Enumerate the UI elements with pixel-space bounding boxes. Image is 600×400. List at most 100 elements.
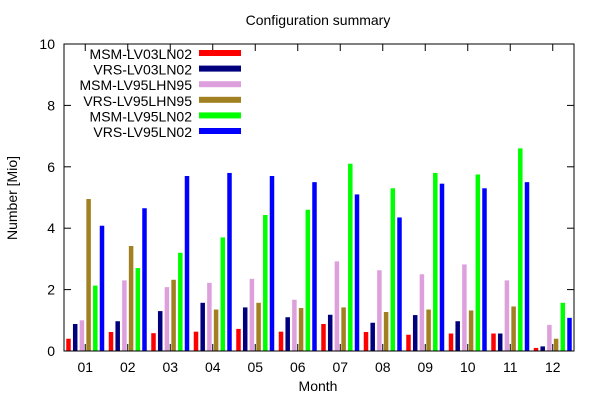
bar-msm-lv95lhn95-10 bbox=[462, 264, 467, 351]
y-tick-label: 10 bbox=[39, 36, 55, 52]
bar-msm-lv95lhn95-03 bbox=[164, 287, 170, 351]
legend-label-msm-lv95ln02: MSM-LV95LN02 bbox=[90, 108, 193, 124]
bar-vrs-lv95ln02-05 bbox=[269, 176, 275, 351]
bar-vrs-lv95lhn95-06 bbox=[298, 308, 304, 351]
chart-title: Configuration summary bbox=[246, 12, 391, 28]
bar-msm-lv95lhn95-07 bbox=[334, 261, 340, 351]
bar-msm-lv95ln02-05 bbox=[263, 215, 268, 351]
bars-layer bbox=[66, 148, 572, 351]
bar-vrs-lv95ln02-08 bbox=[397, 217, 402, 351]
bar-vrs-lv95lhn95-11 bbox=[511, 306, 516, 351]
x-tick-label: 10 bbox=[460, 359, 476, 375]
legend-label-vrs-lv03ln02: VRS-LV03LN02 bbox=[93, 62, 192, 78]
bar-msm-lv03ln02-10 bbox=[448, 333, 454, 351]
bar-vrs-lv95ln02-12 bbox=[567, 317, 572, 351]
bar-msm-lv95lhn95-09 bbox=[419, 274, 425, 351]
bar-msm-lv03ln02-07 bbox=[321, 323, 326, 351]
bar-msm-lv95ln02-11 bbox=[518, 148, 523, 351]
y-axis-label: Number [Mio] bbox=[4, 156, 20, 240]
bar-vrs-lv95ln02-01 bbox=[99, 225, 105, 351]
x-tick-label: 07 bbox=[332, 359, 348, 375]
bar-msm-lv95lhn95-01 bbox=[79, 320, 85, 351]
y-tick-label: 2 bbox=[47, 282, 55, 298]
bar-msm-lv03ln02-09 bbox=[406, 334, 411, 351]
bar-vrs-lv95ln02-11 bbox=[524, 182, 530, 351]
bar-vrs-lv03ln02-06 bbox=[285, 317, 290, 351]
y-tick-label: 6 bbox=[47, 159, 55, 175]
x-tick-label: 01 bbox=[77, 359, 93, 375]
legend-label-msm-lv95lhn95: MSM-LV95LHN95 bbox=[79, 77, 192, 93]
bar-msm-lv95lhn95-05 bbox=[249, 278, 255, 351]
legend-swatch-vrs-lv95lhn95 bbox=[199, 96, 241, 103]
bar-msm-lv95ln02-02 bbox=[135, 268, 141, 351]
bar-vrs-lv03ln02-12 bbox=[540, 346, 545, 351]
bar-msm-lv95lhn95-08 bbox=[377, 270, 382, 351]
x-tick-label: 06 bbox=[290, 359, 306, 375]
bar-vrs-lv95ln02-07 bbox=[354, 194, 360, 351]
bar-vrs-lv95ln02-10 bbox=[482, 188, 487, 351]
bar-msm-lv95lhn95-04 bbox=[207, 282, 212, 351]
bar-vrs-lv95ln02-09 bbox=[439, 183, 445, 351]
bar-msm-lv95ln02-03 bbox=[178, 252, 183, 351]
legend-label-msm-lv03ln02: MSM-LV03LN02 bbox=[90, 46, 193, 62]
bar-vrs-lv03ln02-05 bbox=[242, 307, 248, 351]
plot-frame bbox=[63, 43, 575, 352]
bar-msm-lv03ln02-03 bbox=[151, 333, 156, 351]
legend-swatch-msm-lv95ln02 bbox=[199, 112, 241, 119]
x-tick-label: 11 bbox=[503, 359, 518, 375]
bar-vrs-lv95lhn95-10 bbox=[468, 310, 474, 351]
bar-vrs-lv95ln02-06 bbox=[312, 182, 317, 351]
bar-vrs-lv03ln02-10 bbox=[455, 321, 460, 351]
bar-msm-lv03ln02-11 bbox=[491, 333, 496, 351]
legend-swatch-vrs-lv95ln02 bbox=[199, 128, 241, 134]
bar-msm-lv03ln02-06 bbox=[278, 331, 284, 351]
bar-msm-lv95ln02-12 bbox=[560, 302, 566, 351]
x-tick-label: 09 bbox=[417, 359, 433, 375]
bar-vrs-lv95lhn95-07 bbox=[341, 307, 346, 351]
legend-label-vrs-lv95lhn95: VRS-LV95LHN95 bbox=[83, 93, 192, 109]
x-tick-label: 12 bbox=[545, 359, 561, 375]
bar-msm-lv95ln02-04 bbox=[220, 237, 226, 351]
bar-msm-lv03ln02-02 bbox=[108, 331, 114, 351]
bar-vrs-lv95ln02-02 bbox=[142, 208, 147, 351]
x-axis-label: Month bbox=[299, 378, 338, 394]
bar-vrs-lv03ln02-11 bbox=[497, 333, 503, 351]
bar-msm-lv95ln02-06 bbox=[305, 209, 311, 351]
legend-swatch-vrs-lv03ln02 bbox=[199, 65, 241, 72]
bar-vrs-lv95lhn95-02 bbox=[128, 246, 134, 351]
bar-msm-lv03ln02-01 bbox=[66, 338, 71, 351]
legend-swatch-msm-lv95lhn95 bbox=[199, 81, 241, 88]
bar-vrs-lv03ln02-03 bbox=[157, 311, 163, 351]
bar-msm-lv95ln02-07 bbox=[348, 163, 353, 351]
bar-msm-lv95lhn95-02 bbox=[122, 280, 127, 351]
bar-msm-lv95lhn95-06 bbox=[292, 299, 297, 351]
bar-vrs-lv95ln02-03 bbox=[184, 176, 190, 351]
bar-msm-lv95ln02-01 bbox=[93, 285, 98, 351]
legend: MSM-LV03LN02VRS-LV03LN02MSM-LV95LHN95VRS… bbox=[79, 46, 241, 140]
legend-swatch-msm-lv03ln02 bbox=[199, 50, 241, 56]
x-tick-label: 03 bbox=[162, 359, 178, 375]
bar-vrs-lv03ln02-08 bbox=[370, 322, 375, 351]
bar-vrs-lv95lhn95-12 bbox=[553, 338, 559, 351]
bar-msm-lv03ln02-12 bbox=[533, 347, 539, 351]
y-tick-label: 4 bbox=[47, 220, 55, 236]
x-tick-label: 02 bbox=[120, 359, 136, 375]
bar-vrs-lv03ln02-07 bbox=[327, 314, 333, 351]
legend-label-vrs-lv95ln02: VRS-LV95LN02 bbox=[93, 124, 192, 140]
bar-vrs-lv95lhn95-01 bbox=[86, 199, 91, 351]
x-tick-label: 04 bbox=[205, 359, 221, 375]
bar-msm-lv95ln02-09 bbox=[433, 172, 438, 351]
y-tick-label: 8 bbox=[47, 97, 55, 113]
bar-msm-lv95ln02-08 bbox=[390, 188, 396, 351]
bar-vrs-lv95ln02-04 bbox=[227, 172, 232, 351]
bar-vrs-lv95lhn95-08 bbox=[383, 312, 389, 351]
bar-vrs-lv03ln02-01 bbox=[72, 323, 78, 351]
bar-vrs-lv03ln02-04 bbox=[200, 302, 205, 351]
bar-msm-lv95ln02-10 bbox=[475, 174, 481, 351]
bar-vrs-lv03ln02-02 bbox=[115, 321, 120, 351]
bar-vrs-lv03ln02-09 bbox=[412, 315, 418, 351]
bar-vrs-lv95lhn95-05 bbox=[256, 302, 261, 351]
bar-msm-lv03ln02-04 bbox=[193, 331, 199, 351]
bar-vrs-lv95lhn95-09 bbox=[426, 309, 431, 351]
